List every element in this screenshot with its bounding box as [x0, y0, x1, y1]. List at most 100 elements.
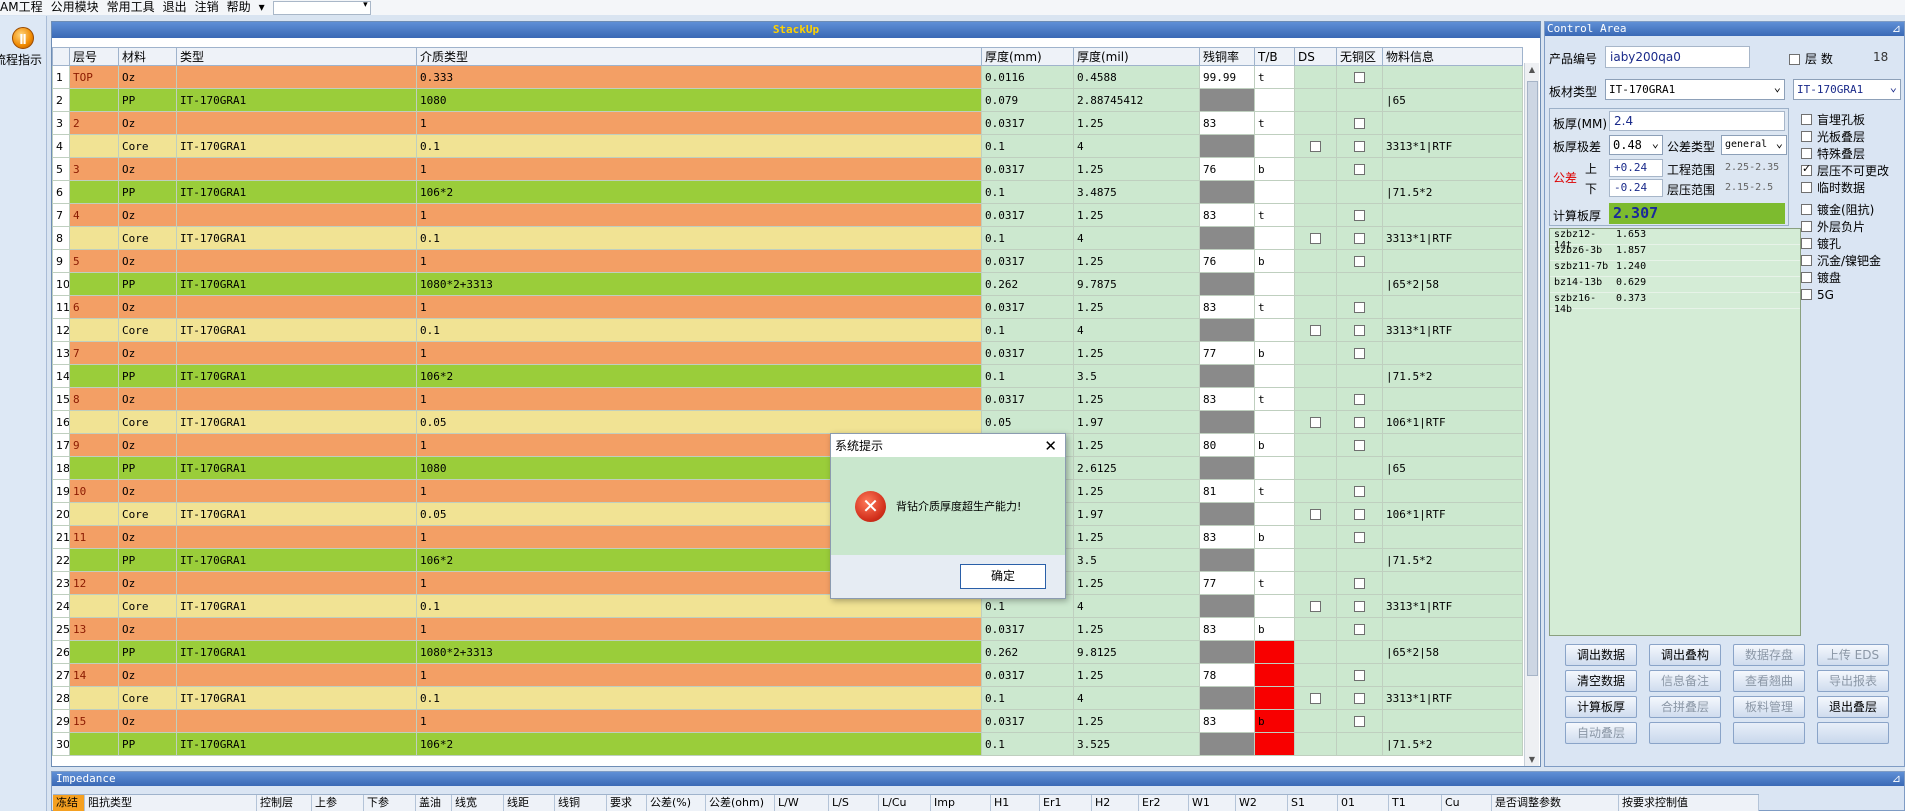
row-number[interactable]: 23	[52, 571, 70, 595]
ds-checkbox[interactable]	[1310, 141, 1321, 152]
thickness-mil-cell[interactable]: 1.25	[1073, 203, 1200, 227]
ds-cell[interactable]	[1294, 663, 1337, 687]
control-button[interactable]: 调出叠构	[1649, 644, 1721, 666]
no-copper-cell[interactable]	[1336, 479, 1383, 503]
no-copper-checkbox[interactable]	[1354, 118, 1365, 129]
thickness-mm-cell[interactable]: 0.0116	[981, 65, 1074, 89]
residual-copper-cell[interactable]	[1199, 180, 1255, 204]
dielectric-cell[interactable]: 0.333	[416, 65, 982, 89]
material-info-cell[interactable]	[1382, 157, 1523, 181]
impedance-col-header[interactable]: 盖油	[416, 795, 452, 811]
menu-dropdown-icon[interactable]: ▾	[258, 0, 265, 14]
thickness-mm-cell[interactable]: 0.0317	[981, 111, 1074, 135]
no-copper-cell[interactable]	[1336, 594, 1383, 618]
type-cell[interactable]	[176, 341, 417, 365]
upper-tol-field[interactable]: +0.24	[1609, 159, 1663, 177]
residual-copper-cell[interactable]	[1199, 134, 1255, 158]
residual-copper-cell[interactable]	[1199, 686, 1255, 710]
impedance-col-header[interactable]: L/W	[775, 795, 829, 811]
no-copper-checkbox[interactable]	[1354, 164, 1365, 175]
thickness-mil-cell[interactable]: 1.25	[1073, 111, 1200, 135]
stackup-row[interactable]: 9 5 Oz 1 0.0317 1.25 76 b	[52, 249, 1523, 273]
row-number[interactable]: 28	[52, 686, 70, 710]
flow-indicator-button[interactable]: ǁ 流程指示	[0, 24, 46, 70]
tb-cell[interactable]: t	[1254, 65, 1295, 89]
dielectric-cell[interactable]: 1	[416, 709, 982, 733]
residual-copper-cell[interactable]: 77	[1199, 341, 1255, 365]
option-checkbox[interactable]: 镀盘	[1801, 270, 1889, 285]
row-number[interactable]: 4	[52, 134, 70, 158]
layer-cell[interactable]	[69, 180, 119, 204]
stackup-row[interactable]: 23 12 Oz 1 1.25 77 t	[52, 571, 1523, 595]
control-button[interactable]: 信息备注	[1649, 670, 1721, 692]
no-copper-checkbox[interactable]	[1354, 394, 1365, 405]
row-number[interactable]: 2	[52, 88, 70, 112]
material-cell[interactable]: Oz	[118, 157, 177, 181]
material-info-cell[interactable]: |71.5*2	[1382, 364, 1523, 388]
no-copper-checkbox[interactable]	[1354, 532, 1365, 543]
col-header[interactable]: 厚度(mil)	[1073, 47, 1200, 66]
row-number[interactable]: 22	[52, 548, 70, 572]
dielectric-cell[interactable]: 1	[416, 111, 982, 135]
no-copper-cell[interactable]	[1336, 525, 1383, 549]
material-cell[interactable]: PP	[118, 180, 177, 204]
menu-logout[interactable]: 注销	[194, 0, 219, 14]
dielectric-cell[interactable]: 0.1	[416, 226, 982, 250]
no-copper-cell[interactable]	[1336, 387, 1383, 411]
ds-cell[interactable]	[1294, 479, 1337, 503]
material-info-cell[interactable]: 106*1|RTF	[1382, 410, 1523, 434]
col-header[interactable]: 无铜区	[1336, 47, 1383, 66]
material-info-cell[interactable]	[1382, 525, 1523, 549]
impedance-col-header[interactable]: Imp	[931, 795, 991, 811]
impedance-col-header[interactable]: Er2	[1139, 795, 1189, 811]
tb-cell[interactable]	[1254, 663, 1295, 687]
stackup-row[interactable]: 30 PP IT-170GRA1 106*2 0.1 3.525 |71.5*2	[52, 732, 1523, 756]
ok-button[interactable]: 确定	[960, 564, 1046, 589]
no-copper-checkbox[interactable]	[1354, 72, 1365, 83]
row-number[interactable]: 10	[52, 272, 70, 296]
type-cell[interactable]	[176, 65, 417, 89]
col-header[interactable]: 物料信息	[1382, 47, 1523, 66]
no-copper-checkbox[interactable]	[1354, 486, 1365, 497]
no-copper-cell[interactable]	[1336, 157, 1383, 181]
material-info-cell[interactable]: 3313*1|RTF	[1382, 594, 1523, 618]
impedance-col-header[interactable]: 控制层	[257, 795, 312, 811]
row-number[interactable]: 16	[52, 410, 70, 434]
type-cell[interactable]: IT-170GRA1	[176, 180, 417, 204]
stackup-row[interactable]: 4 Core IT-170GRA1 0.1 0.1 4 3313*1|RTF	[52, 134, 1523, 158]
layer-cell[interactable]	[69, 410, 119, 434]
material-info-cell[interactable]: 3313*1|RTF	[1382, 686, 1523, 710]
residual-copper-cell[interactable]: 83	[1199, 203, 1255, 227]
material-info-cell[interactable]	[1382, 203, 1523, 227]
option-checkbox[interactable]: 盲埋孔板	[1801, 112, 1889, 127]
thickness-mm-cell[interactable]: 0.1	[981, 686, 1074, 710]
dielectric-cell[interactable]: 1	[416, 295, 982, 319]
no-copper-cell[interactable]	[1336, 410, 1383, 434]
material-info-cell[interactable]	[1382, 111, 1523, 135]
material-cell[interactable]: Core	[118, 318, 177, 342]
thickness-mil-cell[interactable]: 3.4875	[1073, 180, 1200, 204]
ds-cell[interactable]	[1294, 709, 1337, 733]
control-button[interactable]: 退出叠层	[1817, 696, 1889, 718]
thickness-mil-cell[interactable]: 1.25	[1073, 433, 1200, 457]
thickness-mm-cell[interactable]: 0.0317	[981, 295, 1074, 319]
ds-cell[interactable]	[1294, 111, 1337, 135]
row-number[interactable]: 6	[52, 180, 70, 204]
material-info-cell[interactable]	[1382, 709, 1523, 733]
row-number[interactable]: 14	[52, 364, 70, 388]
control-button[interactable]	[1649, 722, 1721, 744]
residual-copper-cell[interactable]: 80	[1199, 433, 1255, 457]
stackup-row[interactable]: 12 Core IT-170GRA1 0.1 0.1 4 3313*1|RTF	[52, 318, 1523, 342]
ds-cell[interactable]	[1294, 318, 1337, 342]
dielectric-cell[interactable]: 1	[416, 249, 982, 273]
thickness-mil-cell[interactable]: 1.25	[1073, 571, 1200, 595]
row-number[interactable]: 9	[52, 249, 70, 273]
col-header[interactable]: 类型	[176, 47, 417, 66]
material-cell[interactable]: Oz	[118, 479, 177, 503]
type-cell[interactable]	[176, 617, 417, 641]
material-cell[interactable]: PP	[118, 640, 177, 664]
no-copper-cell[interactable]	[1336, 456, 1383, 480]
layer-cell[interactable]	[69, 640, 119, 664]
material-cell[interactable]: Oz	[118, 65, 177, 89]
material-cell[interactable]: PP	[118, 548, 177, 572]
